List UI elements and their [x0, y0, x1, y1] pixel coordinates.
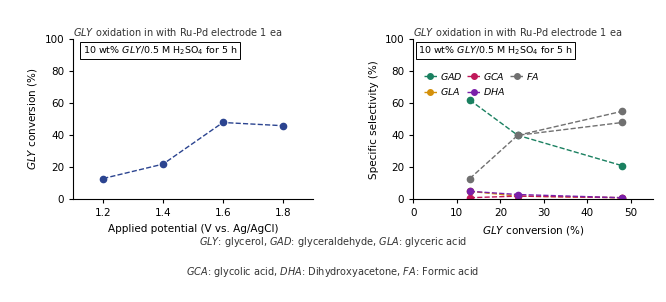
$\it{FA}$	[466, 177, 474, 180]
Text: 10 wt% $\it{GLY}$/0.5 M H$_2$SO$_4$ for 5 h: 10 wt% $\it{GLY}$/0.5 M H$_2$SO$_4$ for …	[83, 44, 238, 56]
$\it{GLA}$	[618, 196, 626, 200]
$\it{DHA}$	[466, 190, 474, 193]
Y-axis label: $\it{GLY}$ conversion (%): $\it{GLY}$ conversion (%)	[26, 68, 39, 171]
Text: $\it{GLY}$: glycerol, $\it{GAD}$: glyceraldehyde, $\it{GLA}$: glyceric acid: $\it{GLY}$: glycerol, $\it{GAD}$: glycer…	[199, 235, 467, 249]
X-axis label: Applied potential (V vs. Ag/AgCl): Applied potential (V vs. Ag/AgCl)	[108, 224, 278, 234]
$\it{FA}$	[513, 133, 521, 137]
Text: $\it{GLY}$ oxidation in with Ru-Pd electrode 1 ea: $\it{GLY}$ oxidation in with Ru-Pd elect…	[413, 27, 623, 38]
Line: $\it{GLA}$: $\it{GLA}$	[467, 188, 625, 201]
Line: $\it{DHA}$: $\it{DHA}$	[467, 188, 625, 201]
X-axis label: $\it{GLY}$ conversion (%): $\it{GLY}$ conversion (%)	[482, 224, 584, 237]
$\it{GAD}$	[513, 133, 521, 137]
$\it{DHA}$	[618, 196, 626, 200]
Line: $\it{GCA}$: $\it{GCA}$	[467, 193, 625, 201]
$\it{DHA}$	[513, 193, 521, 196]
$\it{GCA}$	[466, 196, 474, 200]
Text: $\it{GLY}$ oxidation in with Ru-Pd electrode 1 ea: $\it{GLY}$ oxidation in with Ru-Pd elect…	[73, 27, 283, 38]
Line: $\it{GAD}$: $\it{GAD}$	[467, 97, 625, 169]
$\it{GAD}$	[618, 164, 626, 168]
$\it{GCA}$	[513, 194, 521, 198]
Legend: $\it{GAD}$, $\it{GLA}$, $\it{GCA}$, $\it{DHA}$, $\it{FA}$: $\it{GAD}$, $\it{GLA}$, $\it{GCA}$, $\it…	[423, 69, 541, 98]
$\it{GAD}$	[466, 98, 474, 102]
$\it{FA}$	[618, 121, 626, 124]
Line: $\it{FA}$: $\it{FA}$	[467, 119, 625, 182]
Text: $\it{GCA}$: glycolic acid, $\it{DHA}$: Dihydroxyacetone, $\it{FA}$: Formic acid: $\it{GCA}$: glycolic acid, $\it{DHA}$: D…	[186, 265, 480, 279]
Text: 10 wt% $\it{GLY}$/0.5 M H$_2$SO$_4$ for 5 h: 10 wt% $\it{GLY}$/0.5 M H$_2$SO$_4$ for …	[418, 44, 573, 56]
$\it{GCA}$	[618, 196, 626, 200]
$\it{GLA}$	[513, 194, 521, 198]
Y-axis label: Specific selectivity (%): Specific selectivity (%)	[369, 60, 379, 179]
$\it{GLA}$	[466, 190, 474, 193]
